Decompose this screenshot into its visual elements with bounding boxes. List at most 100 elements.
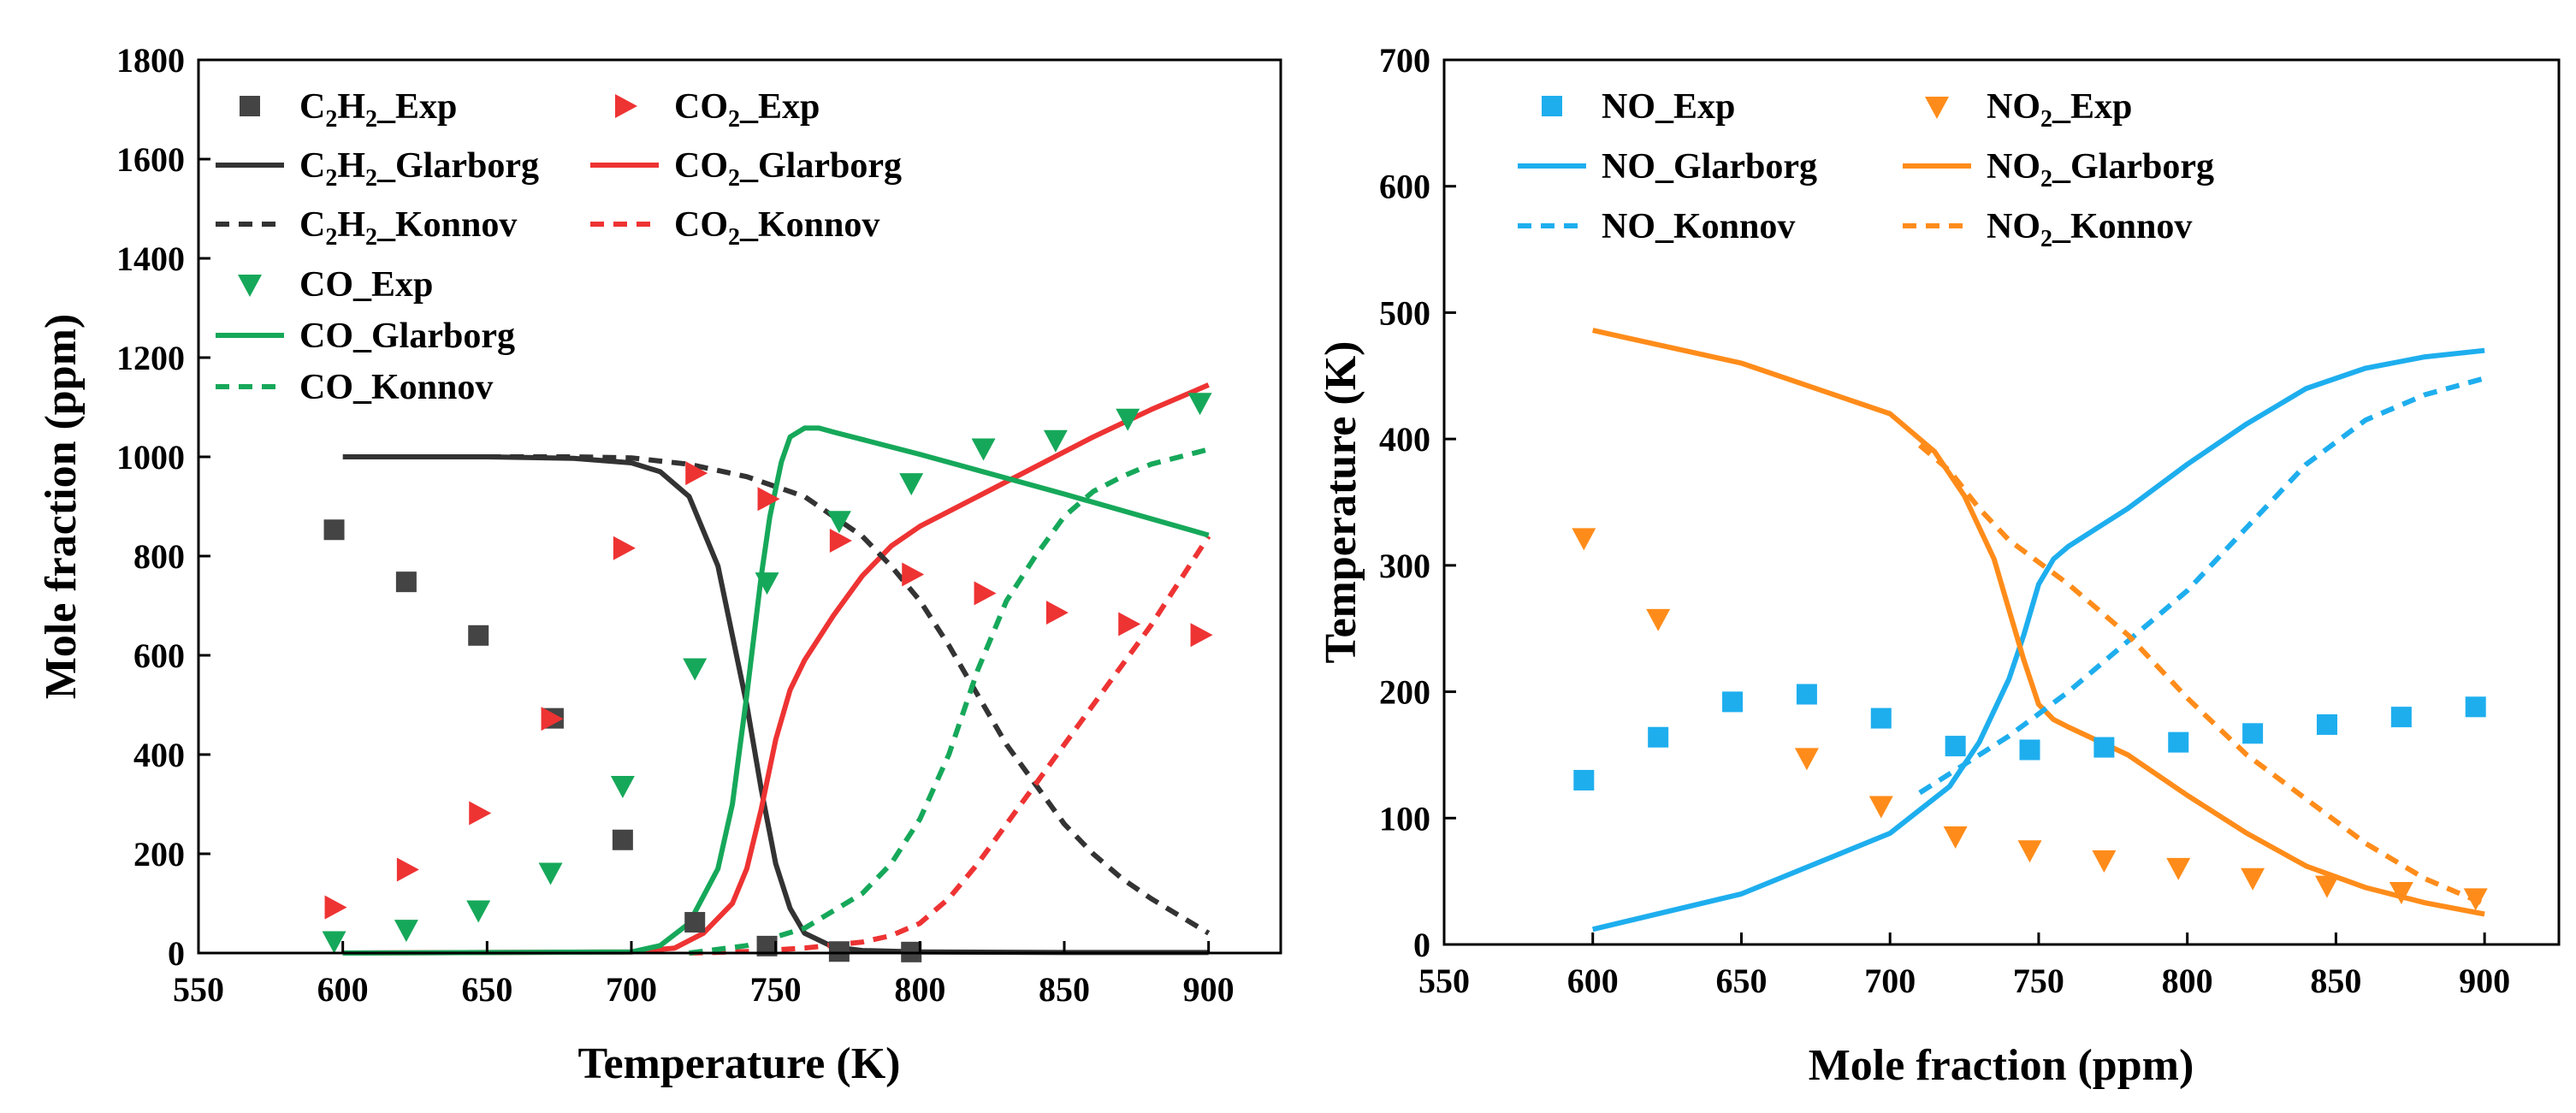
right-data-point-no2-exp <box>2241 867 2265 891</box>
left-x-tick-label-650: 650 <box>461 970 512 1009</box>
right-x-tick-label-750: 750 <box>2013 962 2064 1000</box>
left-y-tick-label-1600: 1600 <box>116 140 185 179</box>
left-legend-label-co2-exp: CO2_Exp <box>674 87 820 133</box>
right-data-point-no2-exp <box>2389 881 2413 904</box>
right-y-tick-label-0: 0 <box>1413 926 1430 964</box>
right-data-point-no-exp <box>2093 737 2115 758</box>
right-legend-label-no2-glarborg: NO2_Glarborg <box>1987 147 2214 192</box>
left-data-point-co-exp <box>1187 393 1212 416</box>
right-data-point-no-exp <box>1573 769 1595 790</box>
left-y-tick-label-600: 600 <box>133 636 185 675</box>
right-data-point-no2-exp <box>1646 608 1671 631</box>
left-y-tick-label-800: 800 <box>133 537 185 576</box>
left-y-tick-label-200: 200 <box>133 835 185 873</box>
right-legend-label-no-konnov: NO_Konnov <box>1602 207 1795 246</box>
left-data-point-c2h2-exp <box>684 912 706 933</box>
right-y-tick-label-400: 400 <box>1379 420 1430 459</box>
left-series-line-co2-glarborg <box>342 382 1210 956</box>
right-data-point-no2-exp <box>2017 840 2042 863</box>
right-x-tick-label-600: 600 <box>1567 962 1619 1000</box>
right-data-point-no-exp <box>1870 707 1892 729</box>
left-data-point-co2-exp <box>324 895 347 920</box>
left-y-tick-label-1000: 1000 <box>116 438 185 477</box>
left-chart-panel: 550 600 650 700 750 800 850 900 0 200 400 600 800 100… <box>37 41 1282 1088</box>
right-series-line-no2-konnov <box>1917 443 2486 907</box>
right-legend-label-no-exp: NO_Exp <box>1602 87 1735 127</box>
right-y-tick-label-200: 200 <box>1379 673 1430 712</box>
right-legend-swatch-no2-exp <box>1925 97 1949 119</box>
left-data-point-co2-exp <box>829 529 852 554</box>
right-data-point-no-exp <box>2465 696 2486 718</box>
left-legend-label-co2-konnov: CO2_Konnov <box>674 205 879 251</box>
left-y-tick-label-1200: 1200 <box>116 339 185 377</box>
right-data-point-no2-exp <box>1794 748 1819 771</box>
right-data-point-no-exp <box>2316 713 2337 735</box>
left-legend-label-co2-glarborg: CO2_Glarborg <box>674 146 902 192</box>
right-data-point-no2-exp <box>2166 857 2191 880</box>
right-data-point-no2-exp <box>1868 796 1893 819</box>
left-data-point-co2-exp <box>469 801 492 826</box>
right-y-tick-label-500: 500 <box>1379 293 1430 332</box>
right-y-tick-label-100: 100 <box>1379 799 1430 838</box>
right-x-tick-label-650: 650 <box>1715 962 1767 1000</box>
left-data-point-c2h2-exp <box>323 519 345 541</box>
right-data-point-no2-exp <box>1943 826 1968 849</box>
right-series-line-no-glarborg <box>1592 347 2485 932</box>
right-legend-swatch-no-exp <box>1542 96 1562 116</box>
left-data-point-co2-exp <box>902 562 925 587</box>
right-data-point-no-exp <box>1722 691 1744 713</box>
right-data-point-no-exp <box>1945 736 1966 757</box>
right-series-line-no-konnov <box>1918 376 2485 796</box>
right-data-point-no2-exp <box>2463 888 2488 911</box>
right-data-point-no2-exp <box>2314 875 2339 898</box>
left-legend-label-c2h2-exp: C2H2_Exp <box>299 87 457 133</box>
right-data-point-no2-exp <box>1572 528 1596 551</box>
right-data-point-no-exp <box>2390 707 2412 728</box>
left-series-line-c2h2-konnov <box>487 454 1211 936</box>
right-x-tick-label-550: 550 <box>1418 962 1470 1000</box>
left-data-point-co-exp <box>1116 408 1140 431</box>
right-series-line-no2-glarborg <box>1592 328 2485 917</box>
left-data-point-co-exp <box>683 658 708 681</box>
left-legend-label-c2h2-konnov: C2H2_Konnov <box>299 205 517 251</box>
left-legend-swatch-co-exp <box>238 275 262 297</box>
right-y-tick-label-600: 600 <box>1379 168 1430 206</box>
left-data-point-c2h2-exp <box>395 571 417 593</box>
left-y-tick-label-1800: 1800 <box>116 41 185 80</box>
right-y-tick-label-700: 700 <box>1379 41 1430 80</box>
left-data-point-co2-exp <box>974 581 997 606</box>
left-x-axis-title: Temperature (K) <box>578 1039 901 1088</box>
left-legend-swatch-co2-exp <box>615 94 637 118</box>
right-legend-label-no2-exp: NO2_Exp <box>1987 87 2132 133</box>
right-y-axis-title: Temperature (K) <box>1317 341 1365 664</box>
left-data-point-co-exp <box>826 511 851 534</box>
left-x-tick-label-550: 550 <box>173 970 224 1009</box>
left-data-point-co-exp <box>466 900 491 923</box>
left-data-point-co2-exp <box>396 857 419 882</box>
right-data-point-no2-exp <box>2092 850 2117 873</box>
right-plot-frame <box>1442 58 2561 946</box>
right-data-point-no-exp <box>2019 739 2040 761</box>
left-x-tick-label-600: 600 <box>317 970 369 1009</box>
left-data-point-co-exp <box>394 920 418 943</box>
right-data-point-no-exp <box>2242 723 2264 744</box>
right-x-tick-label-800: 800 <box>2162 962 2213 1000</box>
left-plot-frame <box>197 58 1282 955</box>
right-legend-label-no2-konnov: NO2_Konnov <box>1987 207 2192 252</box>
right-legend-label-no-glarborg: NO_Glarborg <box>1602 147 1817 186</box>
left-data-point-co2-exp <box>1190 623 1213 648</box>
left-legend-label-co-exp: CO_Exp <box>299 265 433 305</box>
left-legend-label-co-konnov: CO_Konnov <box>299 368 493 407</box>
left-series-line-co-glarborg <box>342 425 1210 956</box>
right-y-tick-label-300: 300 <box>1379 547 1430 585</box>
left-data-point-co-exp <box>538 862 563 885</box>
left-data-point-co2-exp <box>613 536 636 560</box>
left-x-tick-label-800: 800 <box>894 970 945 1009</box>
left-y-axis-title: Mole fraction (ppm) <box>37 314 86 700</box>
left-data-point-co-exp <box>610 775 635 798</box>
left-data-point-co2-exp <box>1045 601 1069 625</box>
left-data-point-co2-exp <box>685 461 708 486</box>
left-data-point-co-exp <box>899 473 924 496</box>
left-series-line-co-konnov <box>689 447 1210 956</box>
